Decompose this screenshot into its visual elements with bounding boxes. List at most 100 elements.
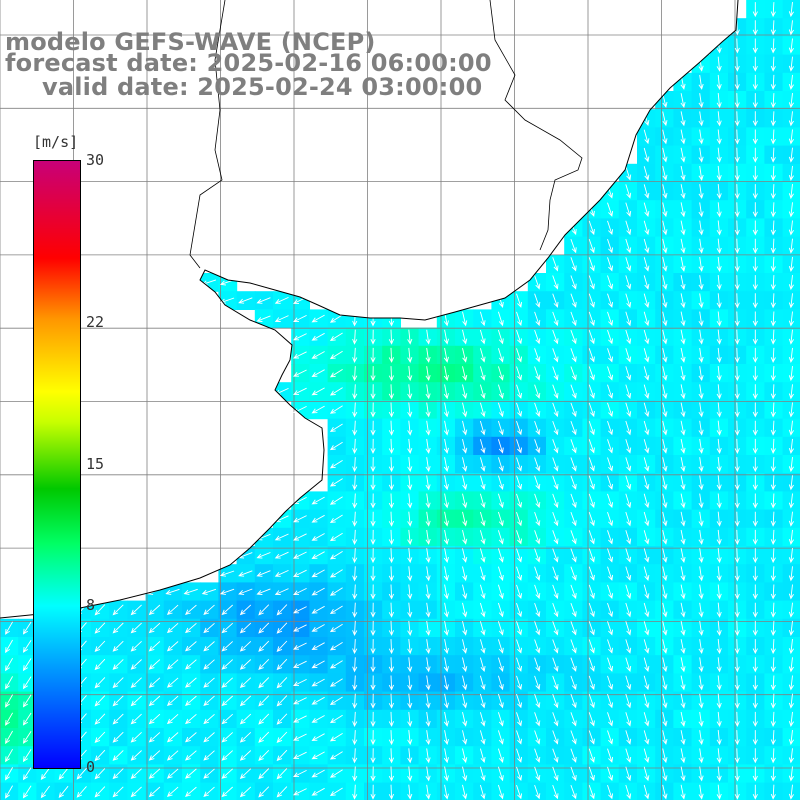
wind-arrow [607, 293, 614, 308]
wind-arrow [643, 712, 650, 727]
wind-arrow [22, 730, 32, 744]
wind-arrow [185, 622, 197, 634]
land-mask [0, 0, 738, 618]
wind-arrow [462, 620, 468, 636]
wind-arrow [680, 111, 686, 127]
wind-arrow [698, 420, 704, 436]
wind-arrow [625, 784, 632, 800]
wind-arrow [788, 730, 794, 746]
wind-arrow [662, 329, 668, 345]
wind-arrow [680, 475, 686, 491]
wind-arrow [662, 129, 668, 145]
wind-arrow [662, 384, 668, 400]
wind-arrow [274, 296, 289, 304]
wind-arrow [734, 402, 740, 418]
wind-arrow [662, 766, 668, 782]
wind-arrow [607, 712, 614, 727]
wind-arrow [148, 768, 161, 779]
wind-arrow [497, 602, 504, 618]
wind-arrow [734, 693, 740, 709]
wind-arrow [443, 548, 449, 564]
wind-arrow [734, 311, 740, 327]
wind-arrow [166, 713, 179, 725]
wind-arrow [625, 275, 632, 290]
wind-arrow [534, 530, 541, 545]
wind-arrow [716, 475, 722, 491]
wind-arrow [370, 675, 376, 691]
wind-arrow [370, 711, 376, 727]
wind-arrow [311, 769, 325, 778]
wind-arrow [588, 548, 595, 563]
wind-arrow [680, 165, 686, 181]
wind-arrow [443, 566, 449, 582]
wind-arrow [388, 766, 395, 782]
wind-arrow [570, 621, 577, 636]
wind-arrow [752, 657, 758, 673]
wind-arrow [425, 438, 431, 454]
wind-arrow [479, 657, 486, 672]
wind-arrow [516, 584, 523, 600]
wind-arrow [329, 405, 343, 414]
wind-arrow [680, 620, 686, 636]
wind-arrow [716, 275, 722, 291]
wind-arrow [607, 311, 614, 327]
border-path [489, 0, 583, 251]
wind-arrow [148, 786, 161, 798]
wind-arrow [625, 748, 632, 764]
wind-arrow [716, 457, 722, 473]
wind-arrow [788, 74, 794, 90]
wind-arrow [752, 620, 758, 636]
wind-arrow [570, 493, 577, 509]
colorbar-tick-label: 22 [86, 312, 105, 331]
wind-arrow [625, 293, 632, 309]
wind-arrow [662, 147, 668, 163]
wind-arrow [662, 347, 668, 363]
wind-arrow [643, 202, 650, 217]
wind-arrow [588, 748, 595, 763]
wind-arrow [643, 784, 650, 800]
wind-arrow [443, 584, 449, 600]
wind-arrow [607, 621, 614, 636]
wind-arrow [407, 730, 413, 746]
wind-arrow [388, 730, 395, 746]
wind-arrow [788, 220, 794, 236]
wind-arrow [329, 733, 343, 742]
wind-arrow [680, 129, 686, 145]
wind-arrow [588, 220, 595, 236]
wind-arrow [607, 766, 614, 782]
wind-arrow [5, 639, 13, 654]
wind-arrow [370, 511, 376, 527]
wind-arrow [662, 402, 668, 418]
wind-arrow [734, 293, 740, 309]
wind-arrow [552, 657, 559, 672]
wind-arrow [716, 548, 722, 564]
wind-arrow [662, 493, 668, 509]
wind-arrow [625, 621, 632, 636]
wind-arrow [680, 511, 686, 527]
wind-arrow [239, 677, 252, 689]
wind-arrow [443, 529, 449, 545]
wind-arrow [770, 2, 776, 18]
wind-arrow [239, 659, 252, 670]
wind-arrow [407, 438, 413, 454]
wind-arrow [788, 602, 794, 618]
wind-arrow [329, 350, 343, 360]
wind-arrow [425, 511, 431, 527]
wind-arrow [716, 56, 722, 72]
wind-arrow [752, 420, 758, 436]
wind-arrow [276, 749, 288, 762]
wind-arrow [479, 493, 486, 509]
wind-arrow [552, 602, 559, 618]
wind-arrow [752, 475, 758, 491]
wind-arrow [680, 693, 686, 709]
wind-arrow [662, 730, 668, 745]
wind-arrow [752, 602, 758, 618]
wind-arrow [625, 439, 632, 454]
wind-arrow [276, 658, 288, 671]
wind-arrow [788, 38, 794, 54]
wind-arrow [570, 675, 577, 691]
wind-arrow [698, 56, 704, 72]
wind-arrow [770, 639, 776, 655]
wind-arrow [643, 293, 650, 308]
wind-arrow [293, 296, 307, 304]
